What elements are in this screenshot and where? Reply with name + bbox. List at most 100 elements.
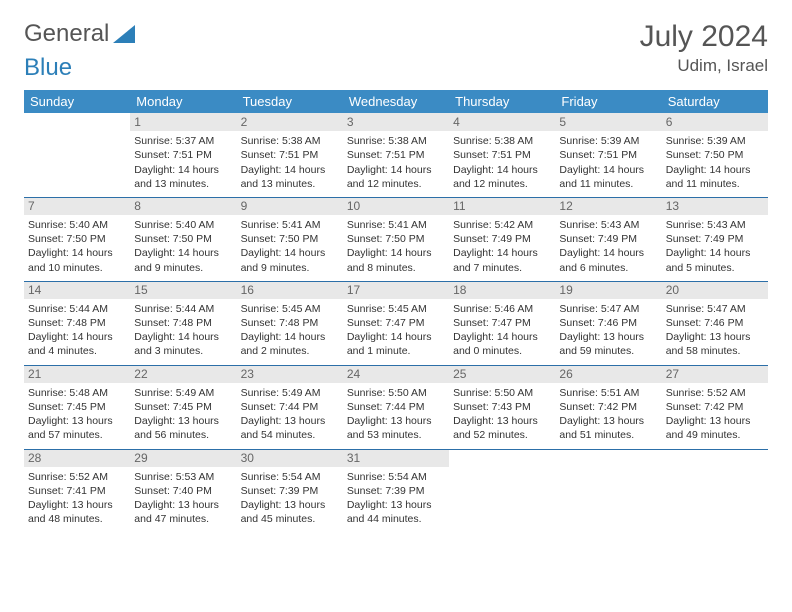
day-number: 30 <box>237 449 343 467</box>
daylight-text: Daylight: 13 hours <box>241 498 339 512</box>
daylight-text: and 11 minutes. <box>559 177 657 191</box>
day-number: 12 <box>555 197 661 215</box>
month-title: July 2024 <box>640 20 768 54</box>
day-cell: 5Sunrise: 5:39 AMSunset: 7:51 PMDaylight… <box>555 113 661 197</box>
day-number: 23 <box>237 365 343 383</box>
daylight-text: Daylight: 14 hours <box>666 246 764 260</box>
sunset-text: Sunset: 7:46 PM <box>559 316 657 330</box>
day-number: 5 <box>555 113 661 131</box>
daylight-text: and 9 minutes. <box>134 261 232 275</box>
day-cell <box>449 449 555 532</box>
day-cell <box>555 449 661 532</box>
daylight-text: Daylight: 14 hours <box>241 163 339 177</box>
day-number: 2 <box>237 113 343 131</box>
daylight-text: Daylight: 14 hours <box>559 246 657 260</box>
sunrise-text: Sunrise: 5:41 AM <box>347 218 445 232</box>
sunrise-text: Sunrise: 5:50 AM <box>453 386 551 400</box>
day-cell: 25Sunrise: 5:50 AMSunset: 7:43 PMDayligh… <box>449 365 555 449</box>
day-number: 24 <box>343 365 449 383</box>
day-number: 15 <box>130 281 236 299</box>
daylight-text: Daylight: 13 hours <box>666 330 764 344</box>
day-cell: 3Sunrise: 5:38 AMSunset: 7:51 PMDaylight… <box>343 113 449 197</box>
sunrise-text: Sunrise: 5:54 AM <box>241 470 339 484</box>
daylight-text: and 4 minutes. <box>28 344 126 358</box>
sunset-text: Sunset: 7:49 PM <box>453 232 551 246</box>
sunset-text: Sunset: 7:46 PM <box>666 316 764 330</box>
sunset-text: Sunset: 7:47 PM <box>347 316 445 330</box>
sunset-text: Sunset: 7:51 PM <box>347 148 445 162</box>
day-number: 8 <box>130 197 236 215</box>
daylight-text: and 8 minutes. <box>347 261 445 275</box>
sunrise-text: Sunrise: 5:47 AM <box>666 302 764 316</box>
sunrise-text: Sunrise: 5:49 AM <box>134 386 232 400</box>
weekday-header: Monday <box>130 90 236 113</box>
sunset-text: Sunset: 7:40 PM <box>134 484 232 498</box>
title-block: July 2024 Udim, Israel <box>640 20 768 76</box>
daylight-text: Daylight: 14 hours <box>559 163 657 177</box>
week-row: 1Sunrise: 5:37 AMSunset: 7:51 PMDaylight… <box>24 113 768 197</box>
day-cell: 31Sunrise: 5:54 AMSunset: 7:39 PMDayligh… <box>343 449 449 532</box>
calendar-body: 1Sunrise: 5:37 AMSunset: 7:51 PMDaylight… <box>24 113 768 532</box>
daylight-text: and 1 minute. <box>347 344 445 358</box>
sunset-text: Sunset: 7:51 PM <box>241 148 339 162</box>
weekday-header: Wednesday <box>343 90 449 113</box>
day-cell: 15Sunrise: 5:44 AMSunset: 7:48 PMDayligh… <box>130 281 236 365</box>
day-cell: 12Sunrise: 5:43 AMSunset: 7:49 PMDayligh… <box>555 197 661 281</box>
daylight-text: and 3 minutes. <box>134 344 232 358</box>
daylight-text: Daylight: 14 hours <box>241 246 339 260</box>
daylight-text: and 10 minutes. <box>28 261 126 275</box>
daylight-text: Daylight: 14 hours <box>28 330 126 344</box>
logo-text-gray: General <box>24 20 109 48</box>
day-number: 22 <box>130 365 236 383</box>
daylight-text: and 54 minutes. <box>241 428 339 442</box>
sunrise-text: Sunrise: 5:49 AM <box>241 386 339 400</box>
sunset-text: Sunset: 7:48 PM <box>28 316 126 330</box>
day-cell: 14Sunrise: 5:44 AMSunset: 7:48 PMDayligh… <box>24 281 130 365</box>
sunrise-text: Sunrise: 5:51 AM <box>559 386 657 400</box>
sunset-text: Sunset: 7:44 PM <box>347 400 445 414</box>
day-cell <box>24 113 130 197</box>
daylight-text: Daylight: 13 hours <box>559 330 657 344</box>
daylight-text: Daylight: 13 hours <box>666 414 764 428</box>
day-cell: 10Sunrise: 5:41 AMSunset: 7:50 PMDayligh… <box>343 197 449 281</box>
day-cell: 18Sunrise: 5:46 AMSunset: 7:47 PMDayligh… <box>449 281 555 365</box>
day-number: 31 <box>343 449 449 467</box>
sunrise-text: Sunrise: 5:39 AM <box>666 134 764 148</box>
daylight-text: Daylight: 14 hours <box>134 246 232 260</box>
day-number: 29 <box>130 449 236 467</box>
daylight-text: and 52 minutes. <box>453 428 551 442</box>
daylight-text: Daylight: 14 hours <box>453 246 551 260</box>
daylight-text: Daylight: 14 hours <box>347 330 445 344</box>
sunrise-text: Sunrise: 5:50 AM <box>347 386 445 400</box>
sunset-text: Sunset: 7:51 PM <box>453 148 551 162</box>
sunset-text: Sunset: 7:50 PM <box>347 232 445 246</box>
daylight-text: and 48 minutes. <box>28 512 126 526</box>
day-number: 19 <box>555 281 661 299</box>
sunrise-text: Sunrise: 5:48 AM <box>28 386 126 400</box>
day-number: 27 <box>662 365 768 383</box>
daylight-text: and 5 minutes. <box>666 261 764 275</box>
daylight-text: and 12 minutes. <box>453 177 551 191</box>
daylight-text: Daylight: 14 hours <box>666 163 764 177</box>
day-cell: 27Sunrise: 5:52 AMSunset: 7:42 PMDayligh… <box>662 365 768 449</box>
sunset-text: Sunset: 7:50 PM <box>28 232 126 246</box>
day-number: 28 <box>24 449 130 467</box>
day-cell <box>662 449 768 532</box>
sunset-text: Sunset: 7:50 PM <box>666 148 764 162</box>
sunrise-text: Sunrise: 5:39 AM <box>559 134 657 148</box>
weekday-header: Tuesday <box>237 90 343 113</box>
sunset-text: Sunset: 7:45 PM <box>134 400 232 414</box>
weekday-header: Sunday <box>24 90 130 113</box>
sunset-text: Sunset: 7:49 PM <box>666 232 764 246</box>
day-cell: 17Sunrise: 5:45 AMSunset: 7:47 PMDayligh… <box>343 281 449 365</box>
daylight-text: Daylight: 14 hours <box>453 330 551 344</box>
day-number: 10 <box>343 197 449 215</box>
daylight-text: and 49 minutes. <box>666 428 764 442</box>
daylight-text: and 45 minutes. <box>241 512 339 526</box>
sunset-text: Sunset: 7:47 PM <box>453 316 551 330</box>
sunrise-text: Sunrise: 5:43 AM <box>666 218 764 232</box>
weekday-header: Thursday <box>449 90 555 113</box>
week-row: 21Sunrise: 5:48 AMSunset: 7:45 PMDayligh… <box>24 365 768 449</box>
day-cell: 13Sunrise: 5:43 AMSunset: 7:49 PMDayligh… <box>662 197 768 281</box>
day-cell: 9Sunrise: 5:41 AMSunset: 7:50 PMDaylight… <box>237 197 343 281</box>
